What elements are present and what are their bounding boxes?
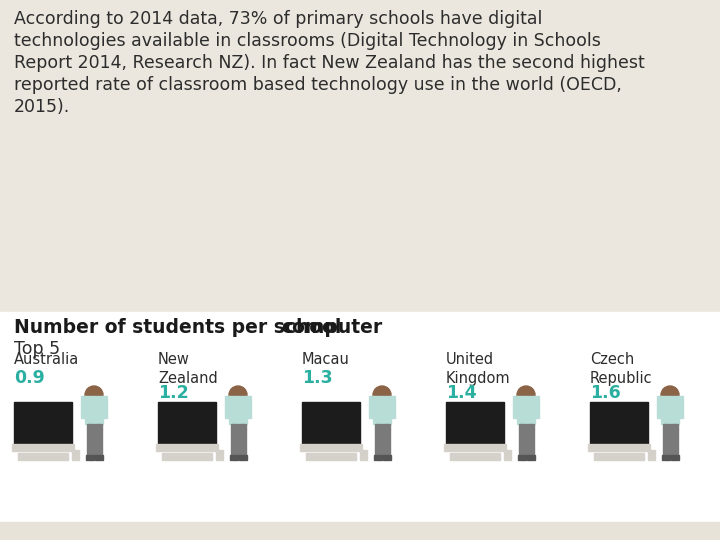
- Bar: [518, 424, 526, 456]
- Bar: [86, 424, 94, 456]
- Bar: [534, 396, 539, 418]
- Bar: [390, 396, 395, 418]
- Text: Top 5: Top 5: [14, 340, 60, 358]
- Circle shape: [373, 386, 391, 404]
- Bar: [0, 522, 720, 540]
- Bar: [517, 396, 535, 424]
- Bar: [374, 424, 382, 456]
- Bar: [0, 312, 720, 522]
- Bar: [229, 396, 247, 424]
- Bar: [12, 444, 74, 451]
- Bar: [216, 450, 223, 460]
- Bar: [94, 424, 102, 456]
- Bar: [369, 396, 374, 418]
- Circle shape: [85, 386, 103, 404]
- Bar: [102, 396, 107, 418]
- Text: 1.6: 1.6: [590, 384, 621, 402]
- Bar: [446, 402, 504, 444]
- Bar: [382, 455, 390, 460]
- Text: computer: computer: [281, 318, 382, 337]
- Circle shape: [229, 386, 247, 404]
- Bar: [14, 402, 72, 444]
- Bar: [72, 450, 79, 460]
- Text: 1.3: 1.3: [302, 369, 333, 387]
- Bar: [158, 402, 216, 444]
- Bar: [678, 396, 683, 418]
- Text: 1.2: 1.2: [158, 384, 189, 402]
- Text: 2015).: 2015).: [14, 98, 71, 116]
- Text: Czech
Republic: Czech Republic: [590, 352, 652, 386]
- Bar: [662, 455, 670, 460]
- Bar: [300, 444, 362, 451]
- Text: technologies available in classrooms (Digital Technology in Schools: technologies available in classrooms (Di…: [14, 32, 601, 50]
- Bar: [526, 455, 534, 460]
- Text: According to 2014 data, 73% of primary schools have digital: According to 2014 data, 73% of primary s…: [14, 10, 542, 28]
- Bar: [382, 424, 390, 456]
- Bar: [590, 402, 648, 444]
- Text: Australia: Australia: [14, 352, 79, 367]
- Bar: [306, 453, 356, 460]
- Bar: [86, 455, 94, 460]
- Text: 1.4: 1.4: [446, 384, 477, 402]
- Text: New
Zealand: New Zealand: [158, 352, 217, 386]
- Bar: [18, 453, 68, 460]
- Circle shape: [661, 386, 679, 404]
- Bar: [661, 396, 679, 424]
- Text: United
Kingdom: United Kingdom: [446, 352, 510, 386]
- Bar: [156, 444, 218, 451]
- Circle shape: [517, 386, 535, 404]
- Bar: [246, 396, 251, 418]
- Bar: [373, 396, 391, 424]
- Bar: [225, 396, 230, 418]
- Bar: [594, 453, 644, 460]
- Bar: [360, 450, 367, 460]
- Text: 0.9: 0.9: [14, 369, 45, 387]
- Bar: [162, 453, 212, 460]
- Text: Number of students per school: Number of students per school: [14, 318, 348, 337]
- Bar: [526, 424, 534, 456]
- Bar: [94, 455, 102, 460]
- Bar: [444, 444, 506, 451]
- Bar: [238, 455, 246, 460]
- Bar: [230, 455, 238, 460]
- Bar: [230, 424, 238, 456]
- Text: Report 2014, Research NZ). In fact New Zealand has the second highest: Report 2014, Research NZ). In fact New Z…: [14, 54, 644, 72]
- Bar: [588, 444, 650, 451]
- Bar: [513, 396, 518, 418]
- Bar: [670, 455, 678, 460]
- Bar: [81, 396, 86, 418]
- Bar: [504, 450, 511, 460]
- Text: reported rate of classroom based technology use in the world (OECD,: reported rate of classroom based technol…: [14, 76, 622, 94]
- Text: Macau: Macau: [302, 352, 350, 367]
- Bar: [670, 424, 678, 456]
- Bar: [648, 450, 655, 460]
- Bar: [85, 396, 103, 424]
- Bar: [518, 455, 526, 460]
- Bar: [374, 455, 382, 460]
- Bar: [302, 402, 360, 444]
- Bar: [238, 424, 246, 456]
- Bar: [657, 396, 662, 418]
- Bar: [0, 0, 720, 312]
- Bar: [450, 453, 500, 460]
- Bar: [662, 424, 670, 456]
